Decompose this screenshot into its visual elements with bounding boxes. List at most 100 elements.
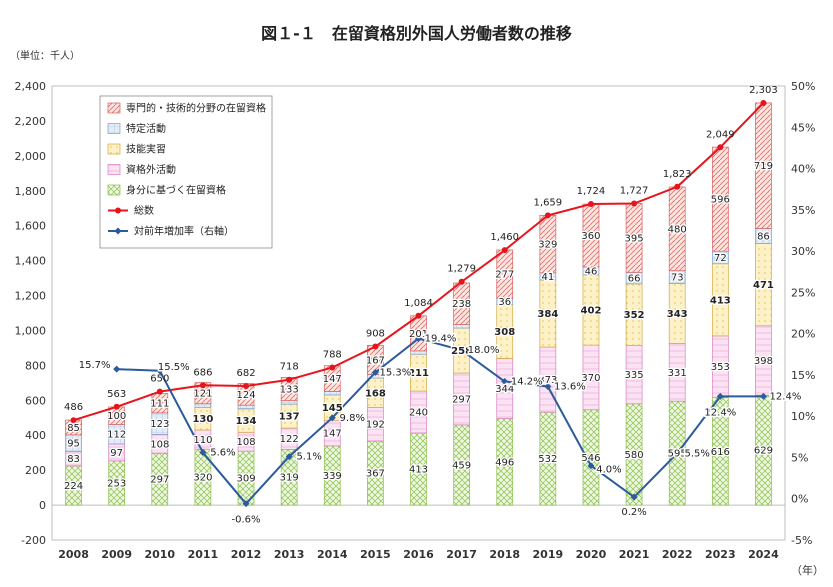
rate-point [113,365,121,373]
total-label: 2,049 [706,129,735,140]
bar-segment-label: 100 [107,411,126,422]
x-tick-label: 2018 [489,548,520,561]
bar-segment-label: 496 [495,457,514,468]
x-tick-label: 2016 [403,548,434,561]
total-point [760,99,767,106]
bar-segment-designated [323,391,341,396]
total-point [329,364,336,371]
total-point [286,376,293,383]
x-tick-label: 2023 [705,548,736,561]
bar-segment-label: 108 [236,437,255,448]
bar-segment-label: 320 [193,473,212,484]
x-tick-label: 2015 [360,548,391,561]
bar-segment-label: 110 [193,435,212,446]
rate-label: 9.8% [340,413,365,424]
total-point [243,382,250,389]
bar-segment-label: 112 [107,430,126,441]
bar-segment-label: 297 [150,475,169,486]
legend-swatch-trainee [107,143,121,155]
bar-segment-label: 201 [409,329,428,340]
bar-segment-label: 167 [366,355,385,366]
rate-point [759,392,767,400]
rate-point [415,335,422,343]
bar-segment-designated [237,404,255,410]
bar-segment-label: 95 [67,439,80,450]
rate-line [116,337,764,506]
x-unit-label: （年） [791,563,824,577]
legend-label-designated: 特定活動 [126,122,166,135]
bar-segment-label: 596 [711,195,730,206]
total-label: 2,303 [749,85,778,96]
rate-point [328,414,336,422]
y-tick-label: 1,400 [15,255,47,268]
legend-marker-rate [114,227,122,235]
rate-point [458,346,466,354]
y-tick-label: 1,800 [15,185,47,198]
x-tick-label: 2009 [101,548,132,561]
rate-label: 4.0% [596,465,621,476]
rate-point [285,453,293,461]
bar-segment-designated [410,350,427,355]
total-point [70,417,77,424]
x-tick-label: 2022 [662,548,693,561]
bar-segment-label: 111 [150,399,169,410]
bar-segment-label: 360 [581,231,600,242]
legend-label-rate: 対前年増加率（右軸） [134,225,234,238]
bar-segment-label: 36 [498,297,511,308]
bar-segment-label: 83 [67,454,80,465]
total-label: 1,659 [534,197,563,208]
legend-label-status: 身分に基づく在留資格 [126,184,226,197]
bar-segment-label: 629 [754,446,773,457]
y2-tick-label: 50% [791,80,815,93]
x-tick-label: 2019 [533,548,564,561]
x-tick-label: 2017 [446,548,477,561]
rate-point [587,462,595,470]
bar-segment-designated [453,324,470,329]
y2-tick-label: 35% [791,204,815,217]
bar-segment-label: 459 [452,461,471,472]
x-tick-label: 2021 [619,548,650,561]
x-tick-label: 2020 [576,548,607,561]
bar-segment-label: 344 [495,384,514,395]
total-label: 908 [366,329,385,340]
rate-label: 15.3% [379,367,411,378]
total-label: 1,279 [447,264,476,275]
legend-marker-total [115,207,121,214]
total-point [199,382,206,389]
unit-label: （単位：千人） [10,51,80,62]
bar-segment-label: 238 [452,299,471,310]
total-label: 1,084 [404,298,433,309]
y-tick-label: 400 [25,429,46,442]
bar-segment-designated [194,403,212,408]
rate-point [501,378,509,386]
total-point [156,388,163,395]
bar-segment-label: 134 [236,416,257,427]
bar-segment-label: 211 [408,368,429,379]
bar-segment-label: 413 [710,295,731,306]
y2-tick-label: -5% [791,534,812,547]
bar-segment-label: 72 [714,253,727,264]
rate-point [630,493,638,501]
total-label: 1,460 [490,232,519,243]
y-tick-label: 2,000 [15,150,47,163]
rate-label: 12.4% [770,391,802,402]
bar-segment-label: 373 [538,375,557,386]
x-tick-label: 2014 [317,548,348,561]
y-tick-label: 1,000 [15,324,47,337]
bar-segment-label: 192 [366,420,385,431]
bar-segment-label: 66 [628,274,641,285]
bar-segment-label: 122 [280,434,299,445]
bar-segment-label: 121 [193,389,212,400]
bar-segment-label: 147 [323,374,342,385]
total-label: 686 [193,367,212,378]
rate-label: 5.1% [296,452,321,463]
rate-point [156,367,164,375]
bar-segment-label: 258 [451,346,472,357]
bar-segment-label: 595 [668,449,687,460]
rate-label: 12.4% [704,407,736,418]
rate-point [716,392,724,400]
bar-segment-label: 343 [667,309,688,320]
bar-segment-label: 147 [323,429,342,440]
bar-segment-label: 480 [668,224,687,235]
